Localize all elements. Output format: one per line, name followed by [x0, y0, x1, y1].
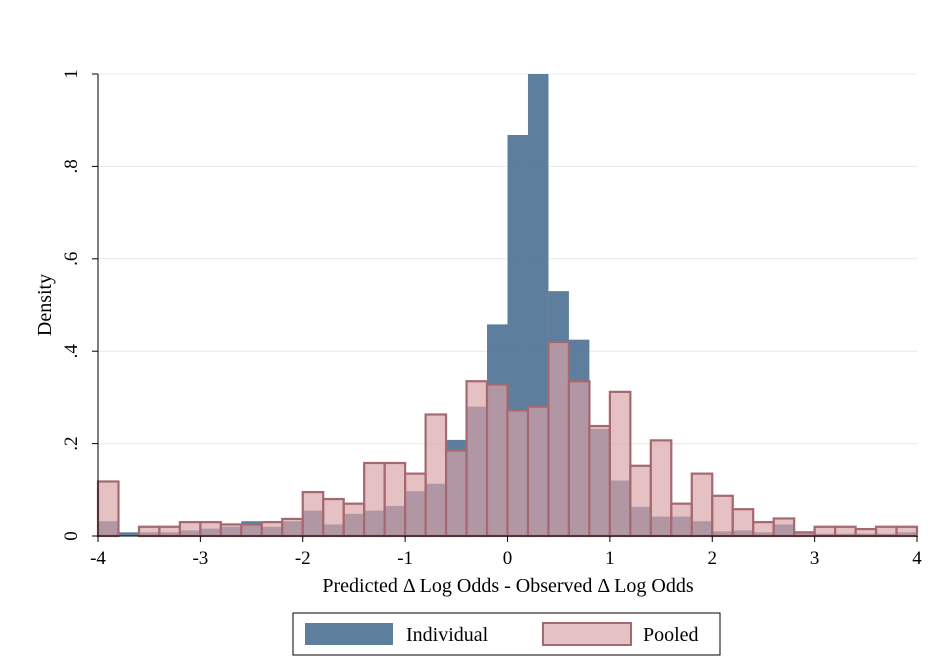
bar-pooled	[813, 525, 837, 538]
bar-pooled	[608, 390, 632, 538]
bar-pooled	[793, 531, 816, 538]
x-tick-label: 1	[605, 548, 615, 569]
bar-pooled	[363, 461, 386, 538]
legend-label-individual: Individual	[406, 624, 489, 646]
bar-pooled	[506, 409, 530, 538]
y-tick-label: .8	[61, 159, 82, 173]
legend-swatch-pooled	[542, 622, 632, 646]
bar-pooled	[772, 517, 796, 538]
x-tick-label: 3	[810, 548, 820, 569]
y-tick-label: 0	[61, 531, 82, 541]
x-tick-label: 4	[912, 548, 922, 569]
bar-pooled	[526, 405, 550, 538]
bar-pooled	[137, 525, 161, 538]
x-axis-label: Predicted Δ Log Odds - Observed Δ Log Od…	[322, 575, 693, 597]
x-tick-labels: -4 -3 -2 -1 0 1 2 3 4	[90, 548, 922, 569]
bar-pooled	[588, 424, 611, 538]
bar-pooled	[649, 439, 673, 538]
x-tick-label: 0	[503, 548, 513, 569]
bar-pooled	[383, 461, 407, 538]
y-axis-label: Density	[34, 274, 56, 336]
bar-pooled	[178, 521, 202, 538]
y-tick-label: .6	[61, 252, 82, 266]
bar-pooled	[424, 413, 448, 538]
x-tick-label: -4	[90, 548, 106, 569]
legend-label-pooled: Pooled	[643, 624, 699, 646]
bar-pooled	[752, 521, 775, 538]
y-tick-label: 1	[61, 69, 82, 79]
bar-pooled	[342, 502, 366, 538]
bar-pooled	[158, 525, 182, 538]
x-tick-label: -2	[295, 548, 311, 569]
bar-pooled	[670, 502, 693, 538]
bar-pooled	[567, 380, 591, 538]
bar-pooled	[199, 521, 222, 538]
bar-pooled	[874, 525, 898, 538]
legend-swatch-individual	[305, 623, 393, 645]
bar-pooled	[547, 340, 571, 538]
y-tick-label: .2	[61, 436, 82, 450]
bar-pooled	[895, 525, 919, 538]
bar-pooled	[629, 464, 652, 538]
bar-pooled	[711, 494, 734, 538]
bar-pooled	[96, 480, 120, 538]
bar-individual	[118, 532, 139, 536]
bar-pooled	[404, 472, 427, 538]
y-tick-label: .4	[61, 344, 82, 359]
x-tick-label: -3	[192, 548, 208, 569]
bar-pooled	[322, 497, 345, 538]
bar-pooled	[281, 517, 304, 538]
bar-pooled	[690, 472, 714, 538]
x-tick-label: -1	[397, 548, 413, 569]
bar-pooled	[260, 521, 284, 538]
x-tick-label: 2	[708, 548, 718, 569]
bar-pooled	[854, 527, 878, 538]
bar-pooled	[301, 491, 325, 538]
bar-pooled	[219, 523, 243, 538]
bar-pooled	[240, 523, 263, 538]
axes	[92, 73, 918, 542]
bar-pooled	[485, 383, 509, 538]
bar-pooled	[465, 380, 489, 538]
bar-pooled	[731, 508, 755, 538]
bar-pooled	[444, 449, 468, 538]
legend: Individual Pooled	[292, 612, 721, 656]
bar-pooled	[833, 525, 857, 538]
y-tick-labels: 0 .2 .4 .6 .8 1	[61, 69, 82, 541]
